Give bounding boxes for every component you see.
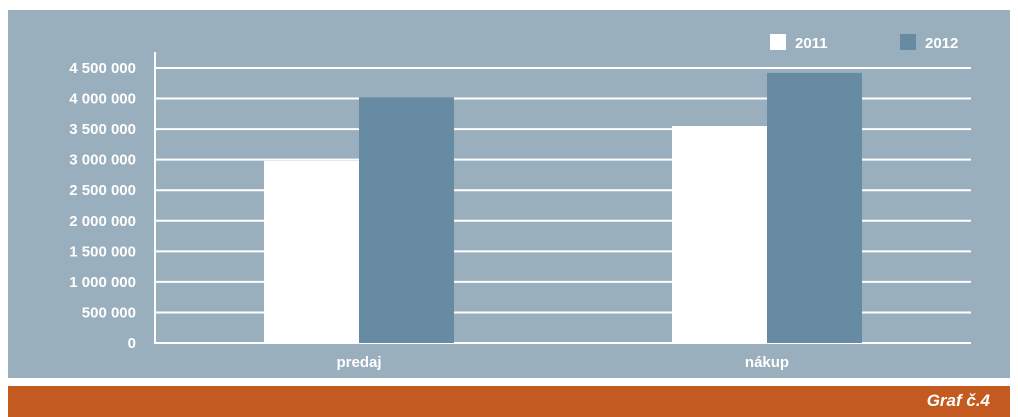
bars <box>264 72 862 343</box>
x-axis-category-labels: predaj nákup <box>336 354 789 371</box>
footer-band: Graf č.4 <box>8 386 1010 417</box>
y-tick-label: 4 000 000 <box>69 91 136 108</box>
legend-swatch-2011 <box>770 34 786 50</box>
y-tick-label: 3 000 000 <box>69 152 136 169</box>
y-tick-label: 500 000 <box>82 304 136 321</box>
legend-label: 2012 <box>925 35 958 52</box>
y-axis-tick-labels: 0 500 000 1 000 000 1 500 000 2 000 000 2 500… <box>69 60 136 352</box>
y-tick-label: 2 000 000 <box>69 213 136 230</box>
bar-2012-nákup <box>767 72 862 343</box>
x-category-label: nákup <box>745 354 789 371</box>
bar-2011-nákup <box>672 126 767 343</box>
chart-caption: Graf č.4 <box>926 391 990 410</box>
y-tick-label: 0 <box>128 335 136 352</box>
bar-chart: 0 500 000 1 000 000 1 500 000 2 000 000 2 500… <box>69 34 971 371</box>
y-tick-label: 3 500 000 <box>69 121 136 138</box>
y-tick-label: 4 500 000 <box>69 60 136 77</box>
legend: 2011 2012 <box>770 34 958 52</box>
y-tick-label: 2 500 000 <box>69 182 136 199</box>
y-tick-label: 1 500 000 <box>69 243 136 260</box>
y-tick-label: 1 000 000 <box>69 274 136 291</box>
chart-panel: 0 500 000 1 000 000 1 500 000 2 000 000 2 500… <box>8 10 1010 378</box>
bar-2011-predaj <box>264 160 359 343</box>
bar-2012-predaj <box>359 97 454 343</box>
legend-label: 2011 <box>795 35 828 52</box>
x-category-label: predaj <box>336 354 381 371</box>
legend-swatch-2012 <box>900 34 916 50</box>
